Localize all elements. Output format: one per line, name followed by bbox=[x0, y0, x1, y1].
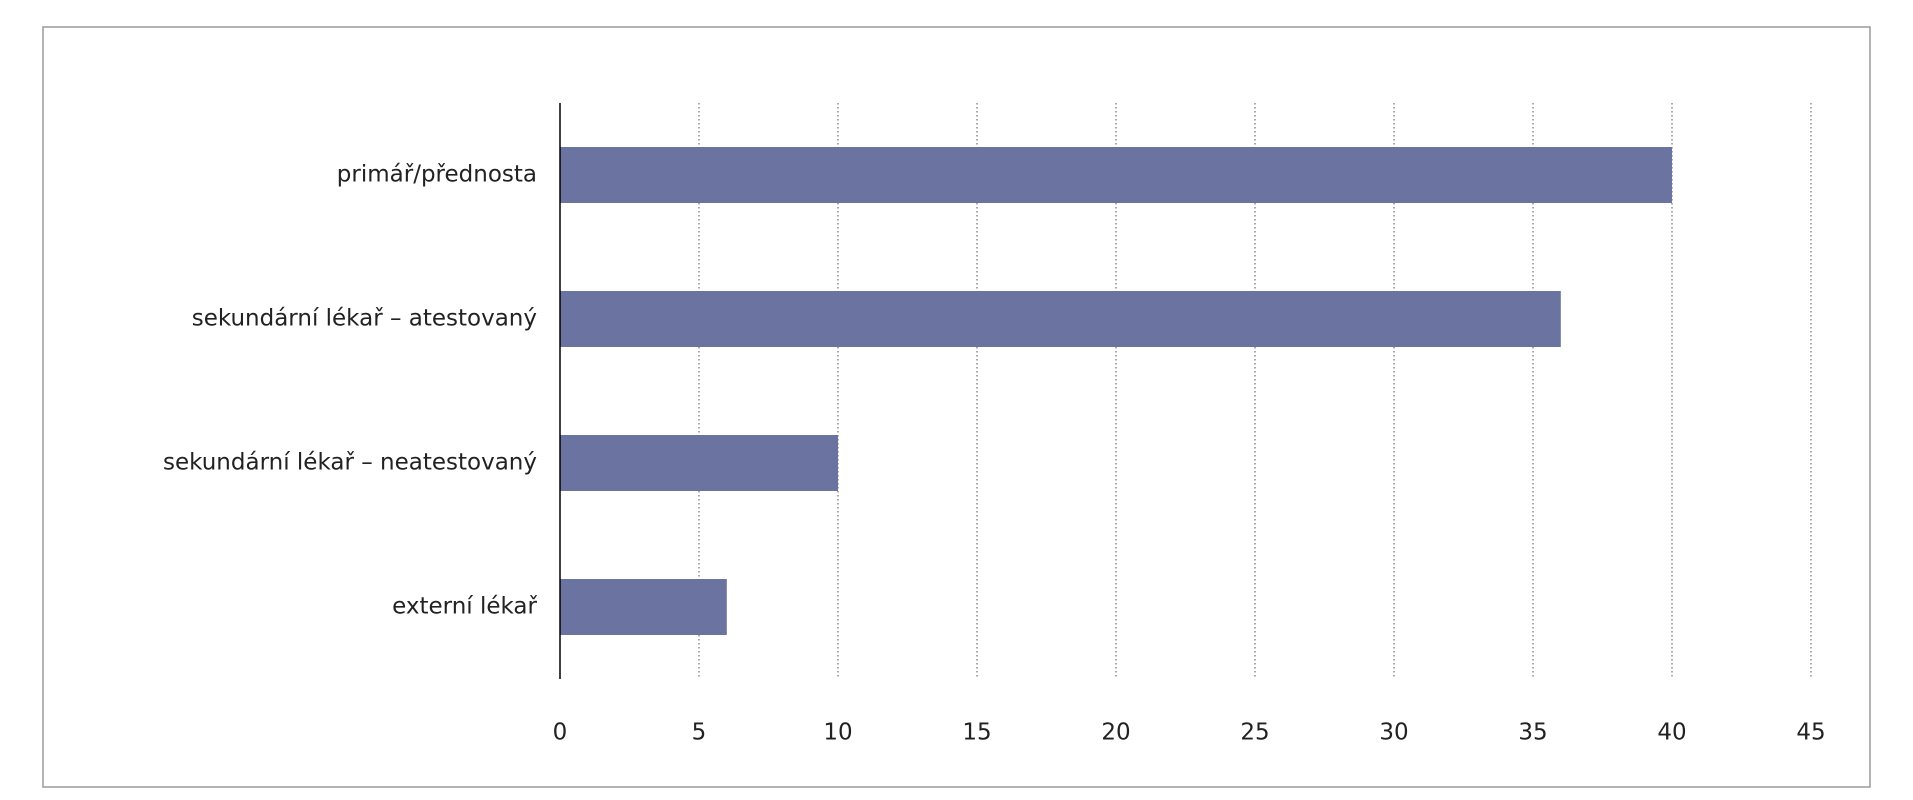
bar bbox=[560, 147, 1672, 203]
bar bbox=[560, 435, 838, 491]
x-tick-label: 0 bbox=[553, 720, 568, 746]
x-tick-label: 5 bbox=[692, 720, 707, 746]
x-tick-label: 30 bbox=[1379, 720, 1408, 746]
y-tick-label: primář/přednosta bbox=[337, 162, 537, 188]
x-tick-label: 20 bbox=[1101, 720, 1130, 746]
y-tick-label: sekundární lékař – atestovaný bbox=[192, 306, 537, 332]
y-tick-label: sekundární lékař – neatestovaný bbox=[163, 450, 537, 476]
bar bbox=[560, 579, 727, 635]
chart-frame bbox=[42, 26, 1871, 788]
x-tick-label: 35 bbox=[1518, 720, 1547, 746]
x-tick-label: 15 bbox=[962, 720, 991, 746]
x-tick-label: 40 bbox=[1657, 720, 1686, 746]
x-tick-label: 10 bbox=[823, 720, 852, 746]
y-tick-label: externí lékař bbox=[392, 594, 537, 620]
x-tick-label: 25 bbox=[1240, 720, 1269, 746]
x-tick-label: 45 bbox=[1796, 720, 1825, 746]
bar bbox=[560, 291, 1561, 347]
